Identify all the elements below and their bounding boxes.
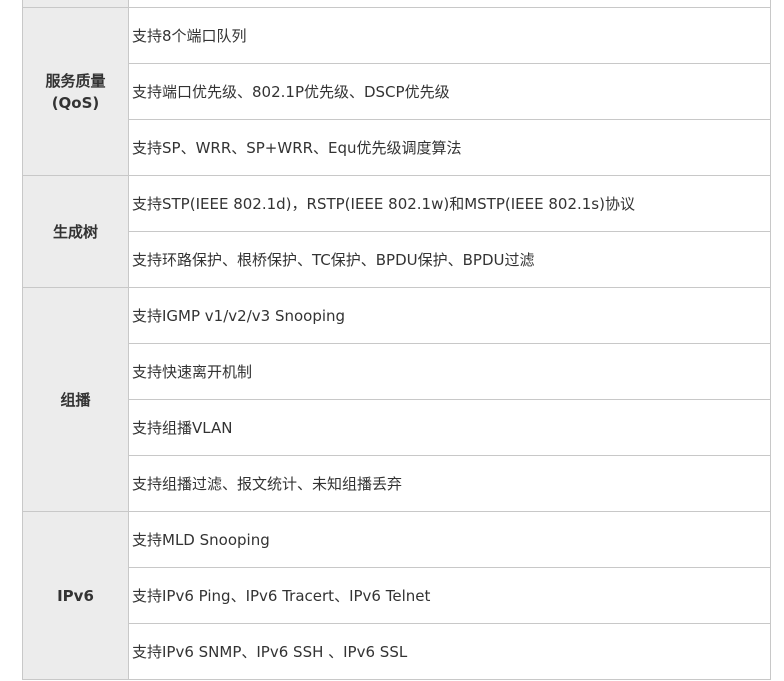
feature-item: 支持组播过滤、报文统计、未知组播丢弃 [128, 455, 771, 512]
group-label: 组播 [22, 287, 129, 512]
label-line: 组播 [60, 390, 91, 409]
feature-item: 支持SP、WRR、SP+WRR、Equ优先级调度算法 [128, 119, 771, 176]
feature-item: 支持IPv6 Ping、IPv6 Tracert、IPv6 Telnet [128, 567, 771, 624]
group-label: 服务质量 (QoS) [22, 7, 129, 176]
feature-item: 支持组播VLAN [128, 399, 771, 456]
feature-item: 支持8个端口队列 [128, 7, 771, 64]
label-line: (QoS) [51, 93, 100, 112]
feature-item: 支持MLD Snooping [128, 511, 771, 568]
group-label: IPv6 [22, 511, 129, 680]
label-line: 服务质量 [45, 71, 106, 90]
feature-item: 支持IGMP v1/v2/v3 Snooping [128, 287, 771, 344]
feature-item: 支持快速离开机制 [128, 343, 771, 400]
group-label: 生成树 [22, 175, 129, 288]
feature-item: 支持端口优先级、802.1P优先级、DSCP优先级 [128, 63, 771, 120]
feature-item: 支持STP(IEEE 802.1d)，RSTP(IEEE 802.1w)和MST… [128, 175, 771, 232]
feature-item: 支持环路保护、根桥保护、TC保护、BPDU保护、BPDU过滤 [128, 231, 771, 288]
feature-item: 支持IPv6 SNMP、IPv6 SSH 、IPv6 SSL [128, 623, 771, 680]
label-line: 生成树 [52, 222, 98, 241]
label-line: IPv6 [57, 586, 94, 605]
